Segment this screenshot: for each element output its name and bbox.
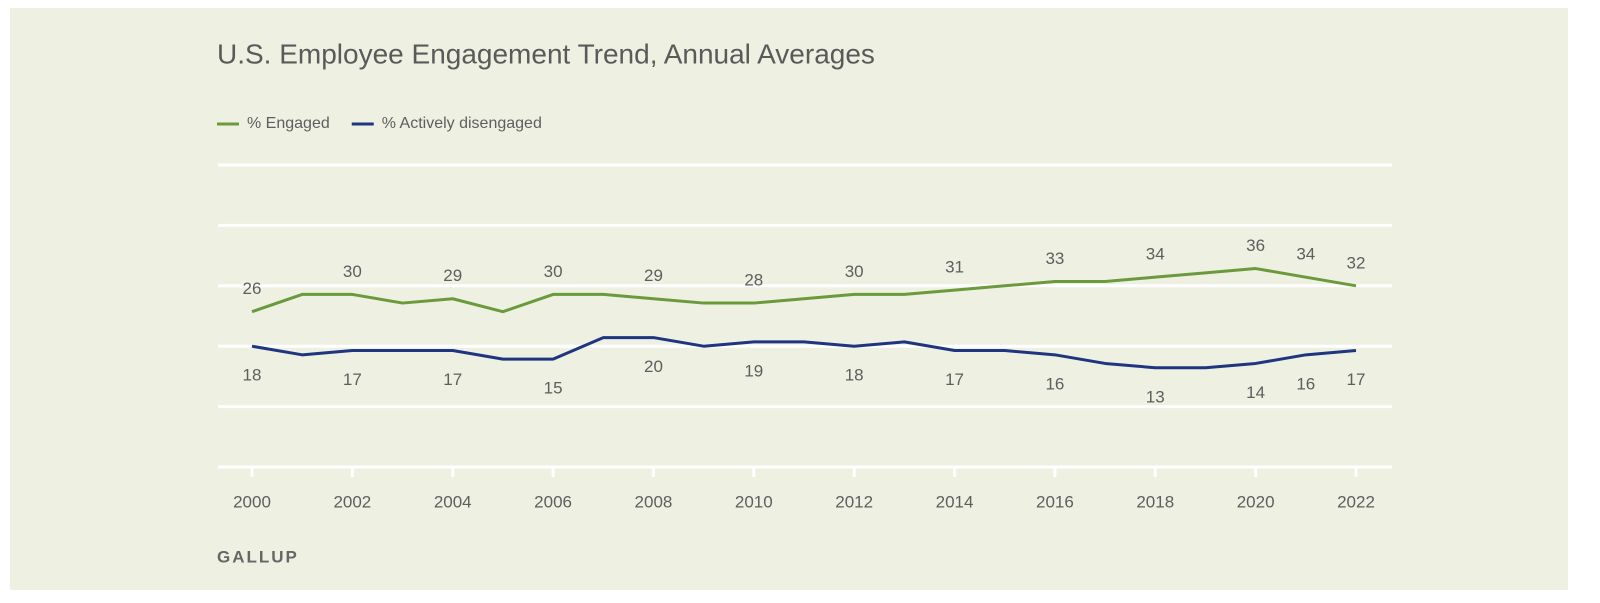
x-tick-label: 2002	[333, 492, 371, 511]
data-label: 29	[644, 266, 663, 285]
data-label: 15	[544, 379, 563, 398]
chart-title: U.S. Employee Engagement Trend, Annual A…	[217, 38, 875, 69]
x-tick-label: 2016	[1036, 492, 1074, 511]
series-line	[251, 336, 1357, 370]
data-label: 17	[343, 370, 362, 389]
data-label: 29	[443, 266, 462, 285]
data-label: 31	[945, 258, 964, 277]
data-label: 30	[845, 262, 864, 281]
x-tick-label: 2006	[534, 492, 572, 511]
x-tick-label: 2010	[735, 492, 773, 511]
data-label: 13	[1146, 387, 1165, 406]
data-label: 36	[1246, 236, 1265, 255]
data-label: 16	[1296, 374, 1315, 393]
data-label: 30	[544, 262, 563, 281]
source: GALLUP	[217, 547, 299, 566]
x-tick-label: 2008	[635, 492, 673, 511]
data-label: 33	[1045, 249, 1064, 268]
x-tick-label: 2022	[1337, 492, 1375, 511]
legend-label: % Engaged	[247, 115, 330, 132]
data-label: 14	[1246, 383, 1265, 402]
data-label: 20	[644, 357, 663, 376]
data-label: 16	[1045, 374, 1064, 393]
data-label: 28	[744, 271, 763, 290]
x-tick-label: 2018	[1136, 492, 1174, 511]
x-tick-label: 2004	[434, 492, 472, 511]
x-tick-label: 2012	[835, 492, 873, 511]
data-label: 17	[945, 370, 964, 389]
data-label: 32	[1347, 253, 1366, 272]
x-tick-label: 2014	[936, 492, 974, 511]
data-label: 17	[443, 370, 462, 389]
data-label: 30	[343, 262, 362, 281]
data-label: 18	[243, 366, 262, 385]
data-label: 19	[744, 361, 763, 380]
data-label: 18	[845, 366, 864, 385]
data-label: 17	[1347, 370, 1366, 389]
x-tick-label: 2020	[1237, 492, 1275, 511]
data-label: 34	[1146, 245, 1165, 264]
data-label: 34	[1296, 245, 1315, 264]
data-label: 26	[243, 279, 262, 298]
series-line	[251, 267, 1357, 314]
x-tick-label: 2000	[233, 492, 271, 511]
legend-label: % Actively disengaged	[382, 115, 542, 132]
